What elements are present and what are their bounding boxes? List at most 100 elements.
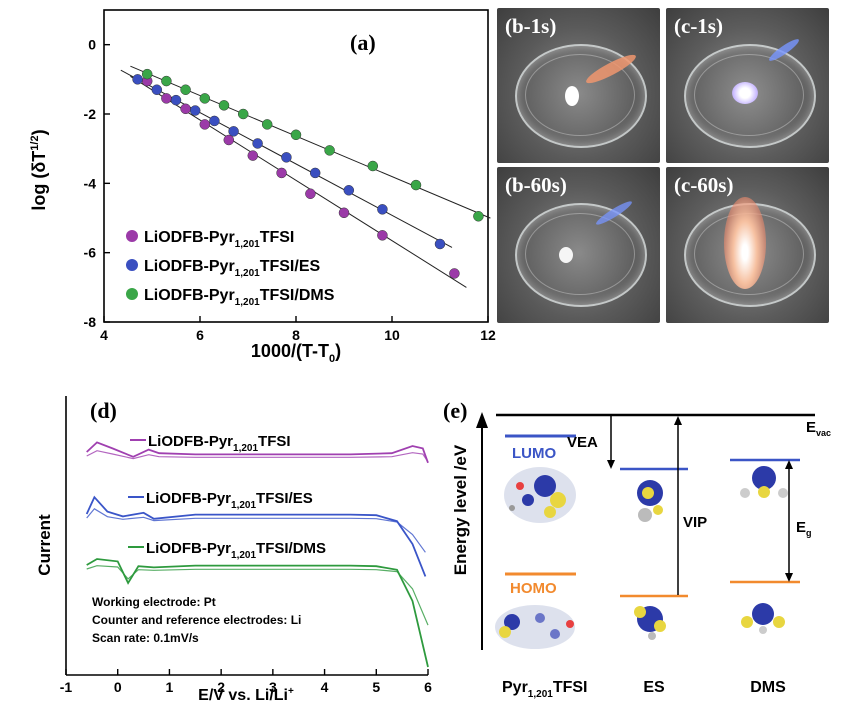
data-point xyxy=(305,188,316,199)
homo-label: HOMO xyxy=(510,580,557,597)
x-tick-label: 8 xyxy=(292,327,300,343)
cv-curve xyxy=(86,441,429,464)
panel-d-curves xyxy=(85,441,429,668)
curve-labels: LiODFB-Pyr1,201TFSI LiODFB-Pyr1,201TFSI/… xyxy=(128,433,326,561)
data-point xyxy=(290,129,302,141)
photo-c-1s: (c-1s) xyxy=(666,8,829,163)
data-point xyxy=(252,138,263,149)
orbital-pyr-homo xyxy=(495,605,575,649)
petri-dish xyxy=(515,44,647,148)
data-point xyxy=(449,268,460,279)
data-point xyxy=(161,75,172,87)
data-point xyxy=(338,207,350,219)
data-point xyxy=(237,108,249,120)
data-point xyxy=(377,204,388,215)
molecule-label-es: ES xyxy=(643,679,665,696)
data-point xyxy=(261,119,273,130)
data-point xyxy=(209,115,220,127)
panel-e-label: (e) xyxy=(443,398,467,423)
photo-c-60s: (c-60s) xyxy=(666,167,829,323)
cv-curve-return xyxy=(86,450,429,463)
panel-a-xlabel: 1000/(T-T0) xyxy=(251,341,341,365)
molecule-label-pyr: Pyr1,201TFSI xyxy=(502,679,588,700)
petri-dish-inner xyxy=(694,54,804,136)
x-tick-label: -1 xyxy=(60,679,73,695)
residue-spot xyxy=(565,86,579,106)
legend-marker xyxy=(126,288,138,300)
cv-curve-return xyxy=(86,508,426,553)
panel-a-data-points xyxy=(132,68,484,279)
data-point xyxy=(151,84,163,95)
legend-item: LiODFB-Pyr1,201TFSI/ES xyxy=(126,258,320,279)
panel-a-xticks: 4 6 8 10 12 xyxy=(100,316,496,343)
panel-d-xlabel: E/V vs. Li/Li+ xyxy=(198,686,294,701)
data-point xyxy=(309,167,321,179)
photo-label: (c-1s) xyxy=(674,14,723,38)
y-tick-label: -4 xyxy=(84,175,97,191)
lumo-label: LUMO xyxy=(512,445,556,462)
note-working-electrode: Working electrode: Pt xyxy=(92,595,216,609)
data-point xyxy=(199,93,211,104)
data-point xyxy=(141,68,153,80)
petri-dish xyxy=(515,203,647,307)
data-point xyxy=(473,211,484,222)
x-tick-label: 4 xyxy=(100,327,108,343)
data-point xyxy=(276,167,287,179)
legend-marker xyxy=(126,230,138,242)
evac-label: Evac xyxy=(806,419,831,438)
x-tick-label: 5 xyxy=(372,679,380,695)
photo-b-60s: (b-60s) xyxy=(497,167,660,323)
orbital-pyr-lumo xyxy=(504,467,576,523)
panel-e-ylabel: Energy level /eV xyxy=(451,444,470,575)
y-tick-label: -6 xyxy=(84,245,97,261)
data-point xyxy=(218,100,230,111)
vip-label: VIP xyxy=(683,514,707,531)
x-tick-label: 6 xyxy=(196,327,204,343)
orbital-dms-homo xyxy=(741,603,785,634)
cv-curve xyxy=(85,495,427,577)
panel-a-ylabel: log (δT1/2) xyxy=(29,129,49,210)
y-tick-label: 0 xyxy=(88,37,96,53)
x-tick-label: 12 xyxy=(480,327,496,343)
legend-label: LiODFB-Pyr1,201TFSI/ES xyxy=(144,258,320,279)
x-tick-label: 1 xyxy=(166,679,174,695)
data-point xyxy=(247,150,259,161)
data-point xyxy=(170,94,182,106)
curve-label: LiODFB-Pyr1,201TFSI/DMS xyxy=(146,540,326,561)
data-point xyxy=(343,185,355,196)
molecule-label-dms: DMS xyxy=(750,679,786,696)
y-tick-label: -8 xyxy=(84,314,97,330)
vea-arrowhead xyxy=(607,460,615,469)
panel-a-label: (a) xyxy=(350,30,376,55)
data-point xyxy=(281,152,292,163)
vip-arrowhead xyxy=(674,416,682,425)
x-tick-label: 3 xyxy=(269,679,277,695)
eg-arrowhead-bottom xyxy=(785,573,793,582)
data-point xyxy=(180,103,191,115)
x-tick-label: 6 xyxy=(424,679,432,695)
curve-label: LiODFB-Pyr1,201TFSI/ES xyxy=(146,490,313,511)
data-point xyxy=(434,238,446,250)
petri-dish-inner xyxy=(525,213,635,295)
data-point xyxy=(161,93,172,104)
legend-label: LiODFB-Pyr1,201TFSI xyxy=(144,229,294,250)
energy-axis-arrow xyxy=(476,412,488,428)
cv-curve xyxy=(86,558,429,668)
panel-e: (e) Energy level /eV Evac LUMO HOMO VEA … xyxy=(443,398,831,700)
vea-label: VEA xyxy=(567,434,598,451)
panel-d-xticks: -1 0 1 2 3 4 5 6 xyxy=(60,669,432,695)
y-tick-label: -2 xyxy=(84,106,97,122)
data-point xyxy=(132,74,143,85)
data-point xyxy=(228,126,239,137)
legend-item: LiODFB-Pyr1,201TFSI xyxy=(126,229,294,250)
petri-dish-inner xyxy=(525,54,635,136)
orbital-es-homo xyxy=(634,606,666,640)
residue-spot xyxy=(732,82,758,104)
photo-label: (b-1s) xyxy=(505,14,557,38)
burning-flame xyxy=(724,197,766,289)
orbital-dms-lumo xyxy=(740,466,788,498)
note-scan-rate: Scan rate: 0.1mV/s xyxy=(92,631,199,645)
panel-a: (a) 4 6 8 10 12 0 -2 -4 -6 -8 log (δT1/2) 1000/(… xyxy=(29,9,496,365)
x-tick-label: 4 xyxy=(321,679,329,695)
panel-a-legend: LiODFB-Pyr1,201TFSI LiODFB-Pyr1,201TFSI/… xyxy=(126,229,335,308)
